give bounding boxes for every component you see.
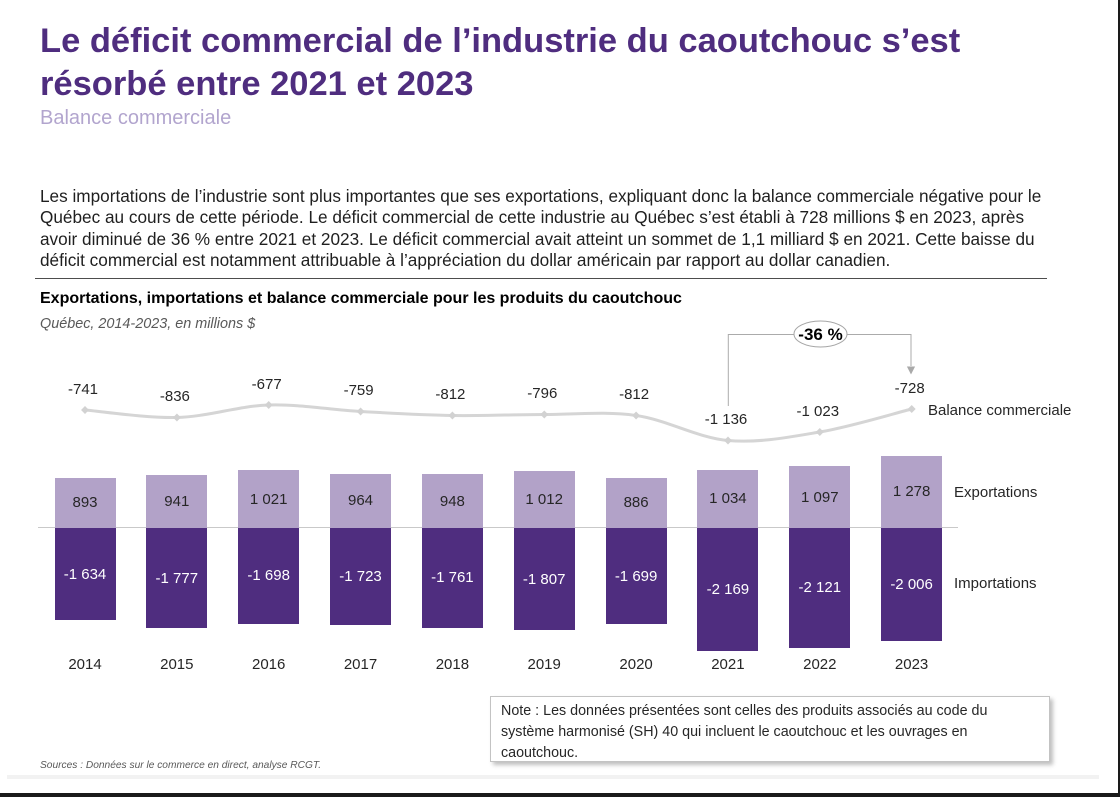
svg-text:-36 %: -36 % <box>798 325 842 344</box>
